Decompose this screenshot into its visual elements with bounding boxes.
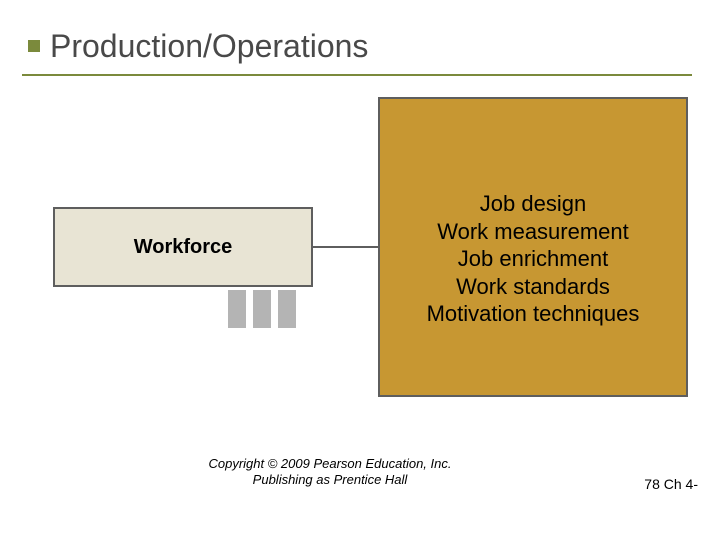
detail-line: Job enrichment — [378, 245, 688, 273]
gray-bar — [253, 290, 271, 328]
title-bullet — [28, 40, 40, 52]
detail-line: Work standards — [378, 273, 688, 301]
title-underline — [22, 74, 692, 76]
gray-bar — [278, 290, 296, 328]
detail-box-text: Job design Work measurement Job enrichme… — [378, 190, 688, 328]
detail-line: Motivation techniques — [378, 300, 688, 328]
workforce-label: Workforce — [134, 236, 233, 259]
copyright-line1: Copyright © 2009 Pearson Education, Inc. — [208, 456, 451, 471]
workforce-box: Workforce — [53, 207, 313, 287]
decorative-bars — [228, 290, 296, 328]
detail-line: Job design — [378, 190, 688, 218]
page-title: Production/Operations — [50, 28, 368, 65]
gray-bar — [228, 290, 246, 328]
copyright-line2: Publishing as Prentice Hall — [253, 472, 408, 487]
page-number: 78 Ch 4- — [644, 476, 698, 492]
detail-line: Work measurement — [378, 218, 688, 246]
copyright-text: Copyright © 2009 Pearson Education, Inc.… — [150, 456, 510, 489]
connector-line — [313, 246, 378, 248]
